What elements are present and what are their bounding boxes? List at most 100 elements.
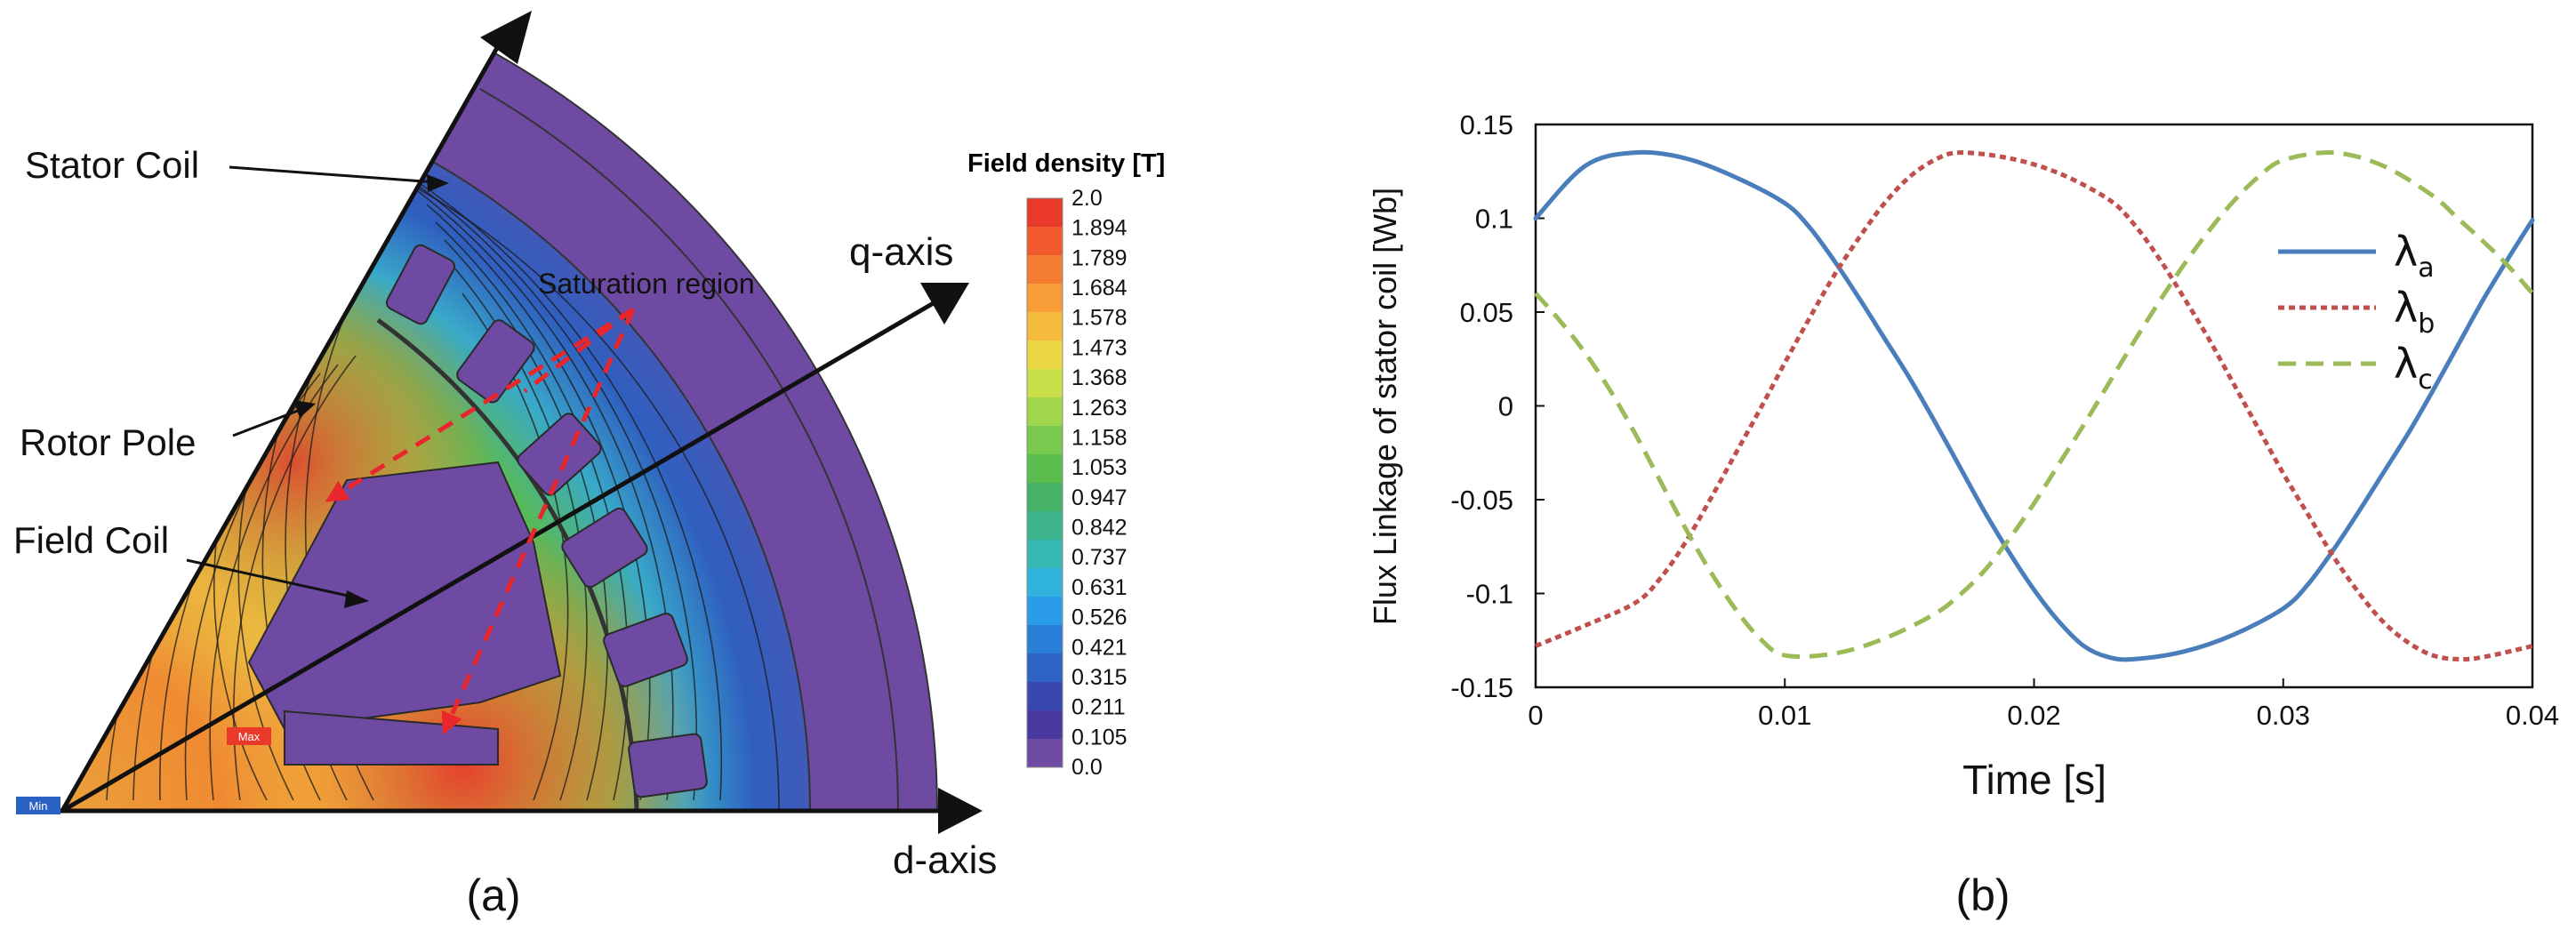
stator-slot (456, 319, 535, 404)
y-tick-label: 0.05 (1460, 297, 1513, 328)
y-tick-label: -0.05 (1450, 485, 1513, 516)
colorbar-swatch (1027, 255, 1063, 285)
colorbar-tick-label: 1.263 (1071, 396, 1128, 421)
colorbar-tick-label: 1.578 (1071, 306, 1128, 331)
d-axis-label: d-axis (893, 838, 997, 882)
colorbar: Field density [T] 2.0 1.894 1.789 1.684 1.57… (967, 149, 1165, 780)
colorbar-swatch (1027, 426, 1063, 455)
colorbar-swatch (1027, 682, 1063, 711)
colorbar-swatch (1027, 227, 1063, 256)
colorbar-swatch (1027, 369, 1063, 398)
rotor-pole-label: Rotor Pole (20, 421, 196, 463)
colorbar-swatch (1027, 483, 1063, 512)
air-gap-arc (376, 317, 639, 811)
colorbar-tick-label: 0.526 (1071, 605, 1128, 630)
colorbar-tick-label: 0.105 (1071, 725, 1128, 750)
q-axis-label: q-axis (849, 230, 953, 274)
x-tick-label: 0.01 (1758, 700, 1811, 731)
colorbar-swatch (1027, 454, 1063, 484)
colorbar-swatch (1027, 710, 1063, 740)
legend-subscript: b (2418, 309, 2435, 340)
colorbar-tick-label: 0.0 (1071, 755, 1103, 780)
colorbar-swatch (1027, 568, 1063, 597)
stator-outer-arc (479, 88, 899, 811)
stator-slots (385, 244, 708, 798)
min-tag-label: Min (29, 799, 48, 813)
stator-slot (628, 733, 708, 798)
colorbar-swatch (1027, 540, 1063, 569)
x-tick-label: 0 (1528, 700, 1543, 731)
colorbar-tick-label: 0.421 (1071, 635, 1128, 660)
colorbar-title: Field density [T] (967, 149, 1165, 178)
colorbar-swatch (1027, 739, 1063, 768)
saturation-region-label: Saturation region (538, 268, 755, 300)
y-tick-label: 0.15 (1460, 109, 1513, 140)
stator-coil-pointer-head (427, 174, 449, 192)
colorbar-tick-label: 1.894 (1071, 216, 1128, 241)
stator-slot (561, 507, 648, 589)
colorbar-swatch (1027, 597, 1063, 626)
colorbar-tick-label: 1.684 (1071, 276, 1128, 301)
saturation-arrows (325, 307, 636, 735)
colorbar-tick-label: 1.158 (1071, 425, 1128, 450)
field-coil-pointer (186, 558, 357, 599)
q-axis-line (60, 295, 944, 814)
min-tag-box (16, 797, 60, 814)
field-coil-pointer-head (344, 590, 369, 608)
saturation-arrow-mid (523, 308, 635, 393)
max-tag-box (227, 727, 271, 745)
colorbar-swatch (1027, 625, 1063, 654)
colorbar-tick-label: 0.315 (1071, 665, 1128, 690)
y-tick-label: 0 (1498, 391, 1513, 422)
colorbar-swatch (1027, 198, 1063, 228)
radial-axis-arrowhead (480, 11, 532, 64)
stator-slot (517, 413, 602, 496)
colorbar-tick-label: 1.473 (1071, 335, 1128, 360)
colorbar-tick-label: 1.789 (1071, 245, 1128, 270)
x-axis-label: Time [s] (1962, 757, 2107, 803)
x-axis-ticks: 0 0.01 0.02 0.03 0.04 (1528, 678, 2559, 731)
colorbar-swatch (1027, 653, 1063, 683)
colorbar-swatch (1027, 312, 1063, 341)
field-coil-label: Field Coil (13, 519, 169, 561)
rotor-pole-pointer-head (293, 400, 316, 418)
y-tick-label: -0.15 (1450, 672, 1513, 703)
colorbar-tick-label: 0.631 (1071, 575, 1128, 600)
colorbar-frame (1026, 197, 1063, 768)
legend-subscript: c (2418, 365, 2433, 396)
colorbar-tick-label: 0.947 (1071, 485, 1128, 510)
max-tag-label: Max (238, 730, 261, 743)
d-axis-arrowhead (938, 788, 983, 834)
colorbar-swatch (1027, 397, 1063, 427)
plot-area (1534, 123, 2534, 689)
stator-slot (385, 244, 456, 325)
panel-b-caption: (b) (1955, 870, 2010, 920)
y-axis-label: Flux Linkage of stator coil [Wb] (1367, 188, 1403, 625)
stator-coil-label: Stator Coil (25, 144, 199, 186)
colorbar-swatch (1027, 284, 1063, 313)
colorbar-swatch (1027, 511, 1063, 541)
legend-subscript: a (2418, 253, 2434, 284)
colorbar-tick-label: 0.211 (1071, 695, 1126, 720)
y-tick-label: 0.1 (1475, 204, 1513, 235)
series-line-a (1533, 149, 2535, 662)
x-tick-label: 0.04 (2506, 700, 2559, 731)
series-line-c (1534, 149, 2534, 660)
colorbar-tick-label: 0.737 (1071, 545, 1128, 570)
x-tick-label: 0.02 (2007, 700, 2060, 731)
panel-a-field-map: Stator Coil Rotor Pole Field Coil Satura… (13, 11, 1165, 920)
y-tick-label: -0.1 (1466, 579, 1513, 610)
x-tick-label: 0.03 (2257, 700, 2310, 731)
series-layer (1533, 149, 2535, 662)
q-axis-arrowhead (920, 283, 969, 325)
radial-axis-line (60, 44, 501, 813)
rotor-pole-pointer (232, 407, 303, 437)
panel-b-flux-chart: 0 0.01 0.02 0.03 0.04 0.15 0.1 0.05 0 -0.05 -0.1 -… (1367, 109, 2559, 920)
colorbar-tick-label: 0.842 (1071, 516, 1128, 541)
y-axis-ticks: 0.15 0.1 0.05 0 -0.05 -0.1 -0.15 (1450, 109, 1545, 703)
stator-coil-pointer (229, 165, 437, 184)
colorbar-tick-label: 1.368 (1071, 365, 1128, 390)
legend-label-a: λa (2394, 228, 2435, 284)
panel-a-caption: (a) (466, 870, 520, 920)
